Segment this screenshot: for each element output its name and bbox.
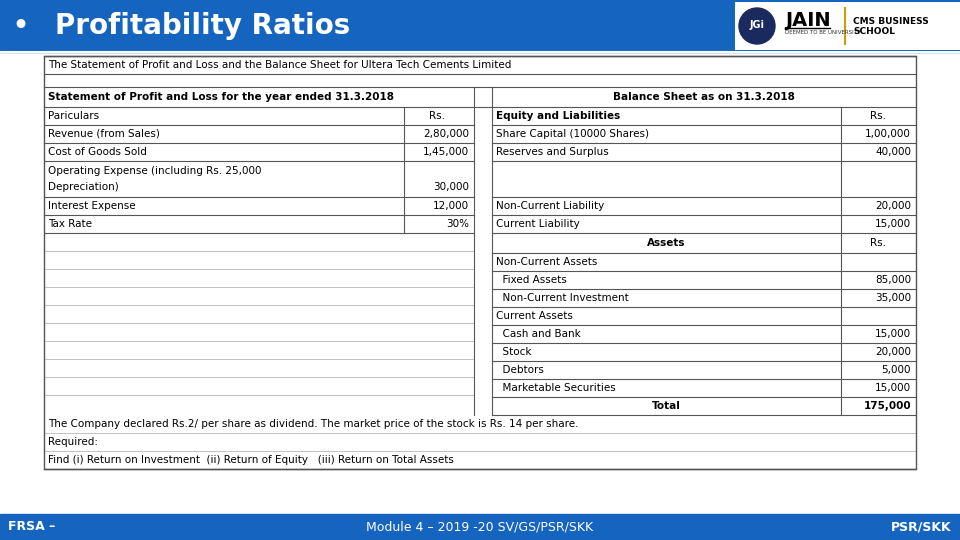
Text: The Statement of Profit and Loss and the Balance Sheet for Ultera Tech Cements L: The Statement of Profit and Loss and the…: [48, 60, 512, 70]
Text: 20,000: 20,000: [875, 347, 911, 357]
Text: 12,000: 12,000: [433, 201, 469, 211]
Text: Profitability Ratios: Profitability Ratios: [55, 12, 350, 40]
Text: SCHOOL: SCHOOL: [853, 28, 895, 37]
Text: 40,000: 40,000: [875, 147, 911, 157]
Text: Marketable Securities: Marketable Securities: [496, 383, 615, 393]
Bar: [0, 0, 960, 52]
Text: Reserves and Surplus: Reserves and Surplus: [496, 147, 609, 157]
Text: Debtors: Debtors: [496, 365, 544, 375]
Text: Revenue (from Sales): Revenue (from Sales): [48, 129, 160, 139]
Bar: [0, 514, 960, 540]
Text: Pariculars: Pariculars: [48, 111, 99, 121]
Text: Statement of Profit and Loss for the year ended 31.3.2018: Statement of Profit and Loss for the yea…: [48, 92, 394, 102]
Text: Total: Total: [652, 401, 681, 411]
Text: JAIN: JAIN: [785, 11, 830, 30]
Text: FRSA –: FRSA –: [8, 521, 56, 534]
Text: Depreciation): Depreciation): [48, 182, 119, 192]
Text: Current Liability: Current Liability: [496, 219, 580, 229]
Text: 30,000: 30,000: [433, 182, 469, 192]
Text: The Company declared Rs.2/ per share as dividend. The market price of the stock : The Company declared Rs.2/ per share as …: [48, 419, 579, 429]
Text: Operating Expense (including Rs. 25,000: Operating Expense (including Rs. 25,000: [48, 166, 261, 176]
Text: Required:: Required:: [48, 437, 98, 447]
Text: 30%: 30%: [446, 219, 469, 229]
Text: Cost of Goods Sold: Cost of Goods Sold: [48, 147, 147, 157]
Text: Current Assets: Current Assets: [496, 311, 573, 321]
Bar: [44, 56, 916, 469]
Text: Cash and Bank: Cash and Bank: [496, 329, 581, 339]
Text: Module 4 – 2019 -20 SV/GS/PSR/SKK: Module 4 – 2019 -20 SV/GS/PSR/SKK: [367, 521, 593, 534]
Text: 1,45,000: 1,45,000: [422, 147, 469, 157]
Text: Share Capital (10000 Shares): Share Capital (10000 Shares): [496, 129, 649, 139]
Text: DEEMED TO BE UNIVERSITY: DEEMED TO BE UNIVERSITY: [785, 30, 860, 36]
Text: Rs.: Rs.: [870, 238, 886, 248]
Text: Rs.: Rs.: [870, 111, 886, 121]
Text: Stock: Stock: [496, 347, 532, 357]
Bar: [735, 2, 960, 50]
Text: Fixed Assets: Fixed Assets: [496, 275, 566, 285]
Circle shape: [739, 8, 775, 44]
Text: 15,000: 15,000: [875, 383, 911, 393]
Text: Assets: Assets: [647, 238, 685, 248]
Text: 15,000: 15,000: [875, 329, 911, 339]
Text: 2,80,000: 2,80,000: [423, 129, 469, 139]
Text: •: •: [11, 11, 29, 40]
Text: 35,000: 35,000: [875, 293, 911, 303]
Text: 1,00,000: 1,00,000: [865, 129, 911, 139]
Text: Balance Sheet as on 31.3.2018: Balance Sheet as on 31.3.2018: [612, 92, 795, 102]
Text: 5,000: 5,000: [881, 365, 911, 375]
Text: CMS BUSINESS: CMS BUSINESS: [853, 17, 928, 26]
Text: Rs.: Rs.: [429, 111, 445, 121]
Text: Non-Current Liability: Non-Current Liability: [496, 201, 604, 211]
Text: 175,000: 175,000: [863, 401, 911, 411]
Text: 20,000: 20,000: [875, 201, 911, 211]
Text: Non-Current Assets: Non-Current Assets: [496, 257, 597, 267]
Text: Interest Expense: Interest Expense: [48, 201, 135, 211]
Text: JGi: JGi: [750, 20, 764, 30]
Text: 85,000: 85,000: [875, 275, 911, 285]
Text: Non-Current Investment: Non-Current Investment: [496, 293, 629, 303]
Text: PSR/SKK: PSR/SKK: [892, 521, 952, 534]
Text: Equity and Liabilities: Equity and Liabilities: [496, 111, 620, 121]
Text: 15,000: 15,000: [875, 219, 911, 229]
Text: Find (i) Return on Investment  (ii) Return of Equity   (iii) Return on Total Ass: Find (i) Return on Investment (ii) Retur…: [48, 455, 454, 465]
Text: Tax Rate: Tax Rate: [48, 219, 92, 229]
